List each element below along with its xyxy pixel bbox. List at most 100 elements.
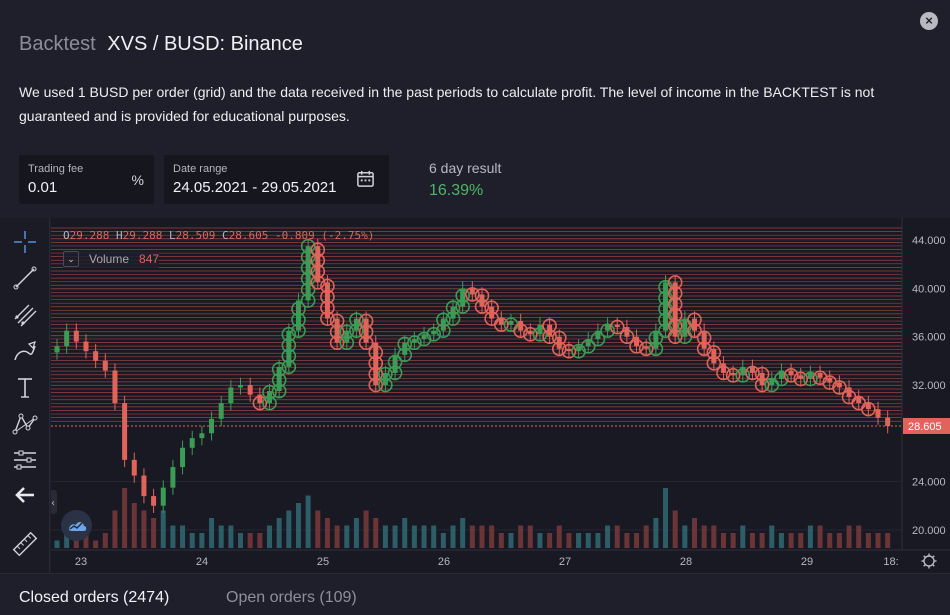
candle-body (122, 403, 128, 460)
candle-body (634, 336, 640, 347)
date-range-field[interactable]: Date range 24.05.2021 - 29.05.2021 (164, 155, 389, 204)
tab-open-orders[interactable]: Open orders (109) (226, 589, 357, 606)
volume-bar (469, 525, 475, 548)
close-button[interactable]: × (920, 12, 938, 30)
volume-bar (749, 533, 755, 548)
brush-icon[interactable] (11, 338, 39, 366)
date-range-label: Date range (173, 163, 228, 175)
volume-bar (605, 525, 611, 548)
y-tick-label: 32.000 (912, 380, 946, 392)
candle-body (141, 475, 147, 497)
volume-bar (54, 540, 60, 548)
candle-body (363, 318, 369, 343)
ruler-icon[interactable] (11, 530, 39, 558)
text-tool-icon[interactable] (11, 374, 39, 402)
candle-body (537, 324, 543, 335)
volume-bar (701, 525, 707, 548)
candle-body (64, 330, 70, 347)
candle-body (344, 330, 350, 343)
volume-bar (180, 525, 186, 548)
gear-tooth (932, 555, 935, 558)
candle-body (73, 330, 79, 342)
candle-body (614, 324, 620, 328)
volume-bar (160, 510, 166, 548)
volume-bar (276, 518, 282, 548)
volume-bar (856, 525, 862, 548)
volume-bar (267, 525, 272, 548)
trend-line-icon[interactable] (11, 264, 39, 292)
volume-bar (440, 533, 446, 548)
ohlc-legend: O29.288 H29.288 L28.509 C28.605 -0.809 (… (63, 229, 375, 242)
candle-body (566, 348, 572, 352)
chart-canvas[interactable]: 44.000 40.000 36.000 32.000 28.605 24.000 20.0… (51, 218, 950, 573)
candle-body (373, 342, 379, 385)
gear-tooth (932, 564, 935, 567)
title-pair: XVS / BUSD: Binance (107, 33, 303, 55)
volume-bar (595, 533, 601, 548)
fib-tool-icon[interactable] (11, 301, 39, 329)
measure-tool-icon[interactable] (11, 446, 39, 474)
volume-bar (334, 525, 340, 548)
price-chart[interactable]: 44.000 40.000 36.000 32.000 28.605 24.000 20.0… (51, 218, 950, 573)
back-arrow-icon[interactable] (11, 481, 39, 509)
volume-bar (740, 525, 746, 548)
crosshair-icon[interactable] (11, 228, 39, 256)
candle-body (624, 327, 630, 337)
pattern-icon[interactable] (11, 410, 39, 438)
volume-bar (682, 525, 688, 548)
candle-body (170, 467, 176, 488)
volume-bar (295, 503, 301, 548)
calendar-icon[interactable] (356, 169, 375, 188)
candle-body (460, 288, 466, 307)
candle-body (257, 394, 263, 404)
volume-legend: ⌄ Volume 847 (63, 250, 160, 268)
tab-closed-orders[interactable]: Closed orders (2474) (19, 589, 170, 606)
panel-toggle (51, 490, 57, 514)
volume-bar (566, 533, 572, 548)
x-tick-label: 23 (75, 556, 87, 568)
y-tick-label: 24.000 (912, 477, 946, 489)
volume-bar (218, 525, 224, 548)
chevron-down-icon[interactable]: ⌄ (63, 251, 79, 267)
candle-body (605, 324, 611, 331)
candle-body (102, 360, 108, 371)
candle-body (469, 288, 475, 295)
candle-body (151, 496, 157, 506)
candle-body (682, 318, 688, 337)
date-range-value[interactable]: 24.05.2021 - 29.05.2021 (173, 179, 337, 196)
candle-body (856, 397, 862, 404)
candle-body (402, 342, 408, 355)
volume-bar (576, 533, 582, 548)
gear-tooth (923, 564, 926, 567)
volume-bar (865, 533, 871, 548)
volume-bar (730, 533, 736, 548)
current-price-badge (903, 417, 950, 434)
x-tick-label: 24 (196, 556, 208, 568)
candle-body (450, 306, 456, 319)
volume-bar (537, 533, 543, 548)
volume-bar (875, 533, 881, 548)
volume-bar (585, 533, 591, 548)
volume-bar (663, 488, 669, 548)
volume-bar (498, 533, 504, 548)
volume-bar (238, 533, 244, 548)
candle-body (547, 324, 553, 337)
logo-icon (61, 510, 92, 541)
volume-bar (363, 510, 369, 548)
volume-bar (614, 525, 620, 548)
candle-body (131, 459, 137, 476)
candle-body (827, 377, 833, 383)
volume-bar (247, 533, 253, 548)
volume-bar (431, 525, 437, 548)
candle-body (489, 306, 495, 319)
x-tick-label: 25 (317, 556, 329, 568)
candle-body (440, 318, 446, 331)
volume-bar (827, 533, 833, 548)
trading-fee-value[interactable]: 0.01 (28, 179, 58, 196)
volume-bar (392, 525, 398, 548)
volume-bar (643, 525, 649, 548)
trading-fee-field[interactable]: Trading fee 0.01 % (19, 155, 154, 204)
volume-bar (344, 525, 350, 548)
candle-body (305, 246, 311, 301)
volume-bar (102, 533, 108, 548)
